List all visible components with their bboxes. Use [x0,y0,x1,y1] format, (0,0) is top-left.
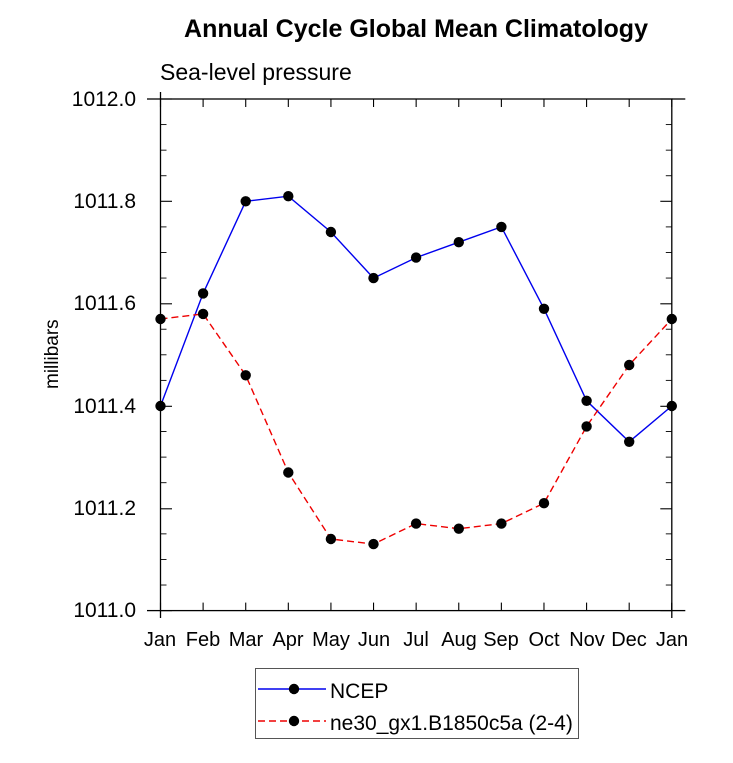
svg-text:millibars: millibars [42,319,63,389]
